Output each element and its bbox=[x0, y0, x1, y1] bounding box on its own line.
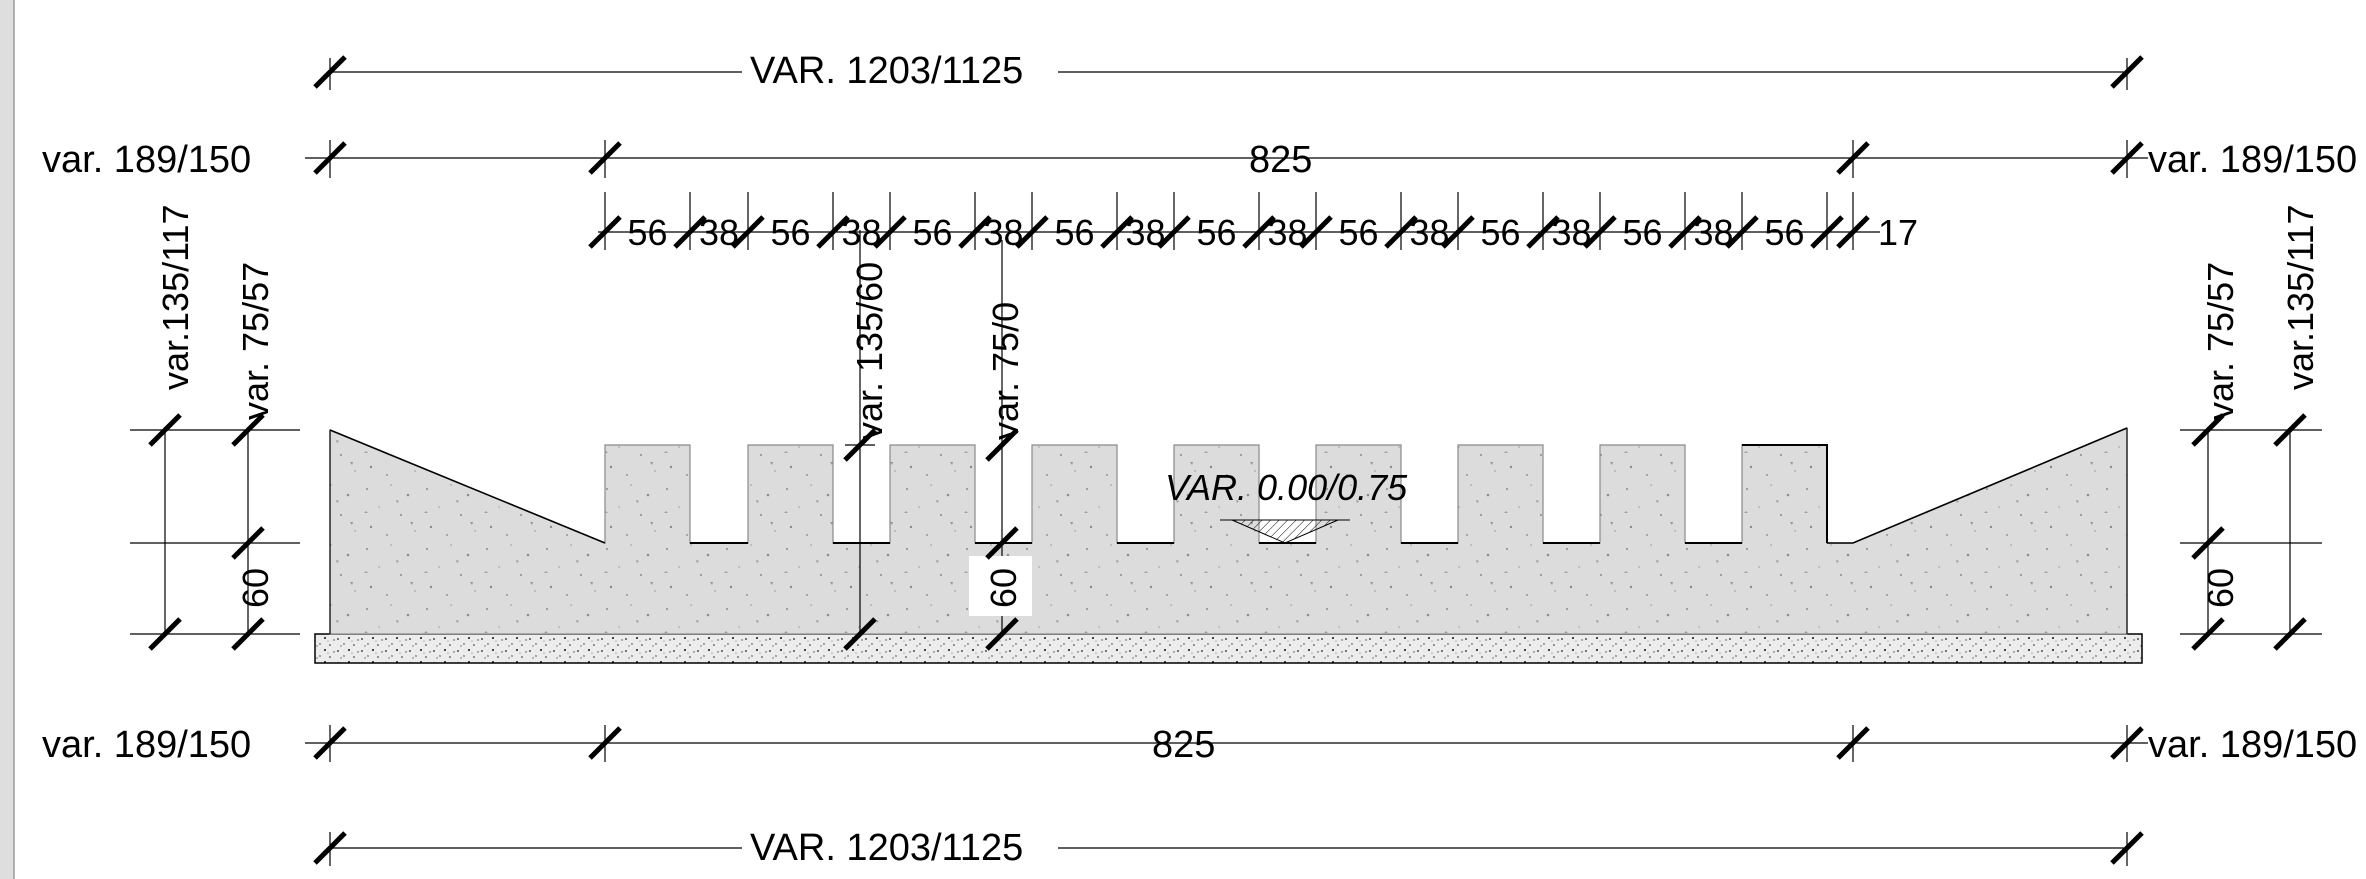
segment-label: 56 bbox=[1054, 212, 1094, 253]
dimension-tick bbox=[1157, 215, 1191, 249]
bottom-mid-label: 825 bbox=[1152, 724, 1215, 766]
dimension-tick bbox=[1441, 215, 1475, 249]
dimension-tick bbox=[313, 55, 347, 89]
dimension-tick bbox=[2191, 413, 2225, 447]
top-overall-label: VAR. 1203/1125 bbox=[750, 50, 1023, 92]
segment-label: 38 bbox=[1409, 212, 1449, 253]
dimension-tick bbox=[2110, 141, 2144, 175]
top-right-label: var. 189/150 bbox=[2148, 139, 2357, 181]
segment-label: 38 bbox=[1267, 212, 1307, 253]
dimension-tick bbox=[673, 215, 707, 249]
mid-base-box bbox=[969, 556, 1032, 616]
dimension-tick bbox=[231, 617, 265, 651]
dimension-tick bbox=[2273, 413, 2307, 447]
dimension-tick bbox=[1583, 215, 1617, 249]
segment-label: 56 bbox=[627, 212, 667, 253]
dimension-tick bbox=[2110, 55, 2144, 89]
dimension-tick bbox=[731, 215, 765, 249]
segment-labels: 56 38 56 38 56 38 56 38 56 38 56 38 56 38 56 38 56 17 bbox=[627, 212, 1918, 253]
dimension-tick bbox=[1100, 215, 1134, 249]
segment-label: 38 bbox=[1125, 212, 1165, 253]
mid-base-label: 60 bbox=[983, 568, 1024, 608]
segment-label: 56 bbox=[770, 212, 810, 253]
segment-label: 38 bbox=[699, 212, 739, 253]
dimension-tick bbox=[231, 526, 265, 560]
right-outer-label: var.135/117 bbox=[2280, 205, 2321, 390]
dimension-lines bbox=[130, 55, 2322, 866]
dimension-tick bbox=[1015, 215, 1049, 249]
dimension-tick bbox=[313, 141, 347, 175]
dimension-tick bbox=[1810, 215, 1844, 249]
segment-label: 56 bbox=[1196, 212, 1236, 253]
dimension-tick bbox=[985, 428, 1019, 462]
dimension-tick bbox=[2273, 617, 2307, 651]
dimension-tick bbox=[816, 215, 850, 249]
dimension-tick bbox=[231, 413, 265, 447]
right-inner-label: var. 75/57 bbox=[2200, 262, 2241, 420]
bottom-left-label: var. 189/150 bbox=[42, 724, 251, 766]
margin-strip bbox=[0, 0, 14, 879]
segment-label: 38 bbox=[1693, 212, 1733, 253]
dimension-tick bbox=[1242, 215, 1276, 249]
dimension-tick bbox=[843, 428, 877, 462]
dimension-tick bbox=[2110, 831, 2144, 865]
segment-label: 56 bbox=[912, 212, 952, 253]
dimension-tick bbox=[2110, 726, 2144, 760]
mid-a-label: var. 135/60 bbox=[849, 262, 890, 440]
dimension-tick bbox=[148, 617, 182, 651]
dimension-tick bbox=[588, 141, 622, 175]
segment-label: 38 bbox=[983, 212, 1023, 253]
dimension-tick bbox=[843, 617, 877, 651]
dimension-tick bbox=[1836, 726, 1870, 760]
dimension-tick bbox=[2191, 617, 2225, 651]
dimension-tick bbox=[1668, 215, 1702, 249]
dimension-tick bbox=[148, 413, 182, 447]
dimension-tick bbox=[985, 617, 1019, 651]
level-label: VAR. 0.00/0.75 bbox=[1165, 467, 1408, 508]
left-base-label: 60 bbox=[235, 568, 276, 608]
segment-label: 56 bbox=[1338, 212, 1378, 253]
segment-label: 17 bbox=[1878, 212, 1918, 253]
dimension-tick bbox=[2191, 526, 2225, 560]
segment-label: 38 bbox=[841, 212, 881, 253]
segment-label: 38 bbox=[1551, 212, 1591, 253]
base-slab bbox=[314, 633, 2143, 664]
dimension-tick bbox=[588, 726, 622, 760]
dimension-tick bbox=[588, 215, 622, 249]
left-inner-label: var. 75/57 bbox=[235, 262, 276, 420]
dimension-tick bbox=[873, 215, 907, 249]
mid-b-label: var. 75/0 bbox=[985, 302, 1026, 440]
dimension-tick bbox=[1725, 215, 1759, 249]
top-left-label: var. 189/150 bbox=[42, 139, 251, 181]
right-base-label: 60 bbox=[2200, 568, 2241, 608]
dimension-tick bbox=[1384, 215, 1418, 249]
segment-label: 56 bbox=[1622, 212, 1662, 253]
dimension-tick bbox=[1526, 215, 1560, 249]
dimension-tick bbox=[985, 526, 1019, 560]
dimension-tick bbox=[1836, 141, 1870, 175]
segment-label: 56 bbox=[1480, 212, 1520, 253]
dimension-tick bbox=[313, 726, 347, 760]
left-outer-label: var.135/117 bbox=[155, 205, 196, 390]
bottom-right-label: var. 189/150 bbox=[2148, 724, 2357, 766]
top-mid-label: 825 bbox=[1249, 139, 1312, 181]
dimension-tick bbox=[313, 831, 347, 865]
bottom-overall-label: VAR. 1203/1125 bbox=[750, 827, 1023, 869]
dimension-tick bbox=[1836, 215, 1870, 249]
concrete-section bbox=[329, 427, 2128, 635]
dimension-tick bbox=[958, 215, 992, 249]
segment-label: 56 bbox=[1764, 212, 1804, 253]
dimension-tick bbox=[1299, 215, 1333, 249]
